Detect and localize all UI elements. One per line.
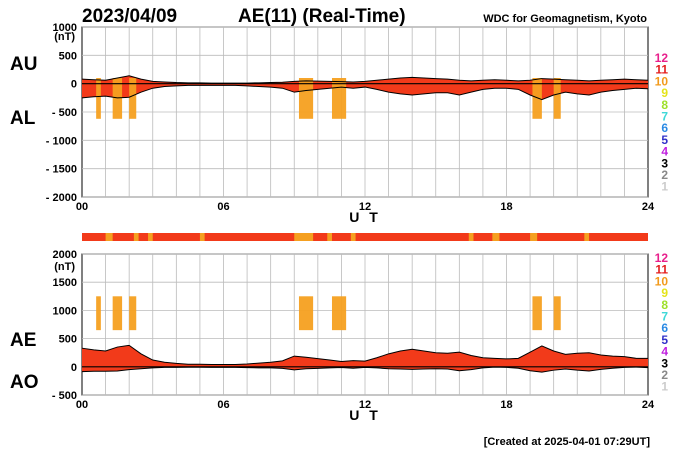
top-y-tick-label: - 2000	[46, 192, 77, 204]
top-station-legend-entry: 7	[661, 110, 668, 124]
top-station-legend-entry: 11	[655, 63, 668, 77]
bottom-station-legend-entry: 3	[661, 356, 668, 370]
top-au-line	[81, 75, 649, 84]
bottom-station-legend-entry: 5	[661, 333, 668, 347]
bottom-x-axis-label: U T	[349, 407, 381, 423]
bottom-y-tick-label: 0	[71, 362, 77, 374]
bottom-ten-station-band	[331, 296, 347, 331]
created-timestamp: [Created at 2025-04-01 07:29UT]	[484, 436, 651, 448]
bottom-station-legend-entry: 4	[661, 345, 668, 359]
top-x-tick-label: 12	[359, 201, 371, 213]
bottom-x-tick-label: 18	[500, 399, 512, 411]
top-envelope-fill	[82, 75, 648, 100]
bottom-station-legend-entry: 7	[661, 310, 668, 324]
bottom-ten-station-band	[96, 296, 101, 331]
bottom-envelope-fill	[82, 345, 648, 373]
station-count-strip-segment	[468, 233, 474, 241]
top-y-tick-label: 500	[59, 50, 77, 62]
top-ten-station-band	[532, 78, 542, 119]
bottom-station-legend-entry: 1	[661, 380, 668, 394]
bottom-station-legend-entry: 9	[661, 286, 668, 300]
station-count-strip-segment	[199, 233, 205, 241]
top-x-tick-label: 00	[76, 201, 88, 213]
station-count-strip-segment	[492, 233, 500, 241]
bottom-x-tick-label: 24	[642, 399, 655, 411]
station-count-strip-segment	[530, 233, 538, 241]
top-station-legend-entry: 5	[661, 133, 668, 147]
top-y-tick-label: 1000	[53, 22, 77, 34]
bottom-station-legend-entry: 10	[655, 274, 669, 288]
top-y-tick-label: 0	[71, 79, 77, 91]
top-ten-station-band	[112, 78, 123, 119]
bottom-ten-station-band	[112, 296, 123, 331]
station-count-strip-segment	[350, 233, 356, 241]
top-y-tick-label: - 500	[52, 107, 77, 119]
top-station-legend-entry: 9	[661, 86, 668, 100]
top-station-legend-entry: 8	[661, 98, 668, 112]
station-count-strip-segment	[105, 233, 113, 241]
top-station-legend-entry: 10	[655, 74, 669, 88]
bottom-y-tick-label: - 500	[52, 390, 77, 402]
bottom-ten-station-band	[532, 296, 542, 331]
top-x-tick-label: 06	[217, 201, 229, 213]
station-count-strip-segment	[327, 233, 332, 241]
top-ten-station-band	[553, 78, 561, 119]
top-x-tick-label: 24	[642, 201, 655, 213]
top-station-legend-entry: 12	[655, 51, 669, 65]
top-ten-station-band	[331, 78, 347, 119]
top-ten-station-band	[129, 78, 137, 119]
bottom-y-tick-label: 500	[59, 334, 77, 346]
station-count-strip-segment	[148, 233, 153, 241]
al-series-label: AL	[10, 108, 36, 129]
bottom-x-tick-label: 12	[359, 399, 371, 411]
top-station-legend-entry: 6	[661, 121, 668, 135]
bottom-x-tick-label: 00	[76, 399, 88, 411]
au-series-label: AU	[10, 54, 37, 75]
top-unit-label: (nT)	[54, 31, 75, 43]
bottom-y-tick-label: 2000	[53, 249, 77, 261]
top-y-tick-label: - 1500	[46, 164, 77, 176]
ao-series-label: AO	[10, 372, 39, 393]
top-station-legend-entry: 2	[661, 168, 668, 182]
bottom-station-legend-entry: 6	[661, 321, 668, 335]
top-ten-station-band	[96, 78, 101, 119]
top-station-legend-entry: 3	[661, 156, 668, 170]
bottom-y-tick-label: 1000	[53, 305, 77, 317]
bottom-station-legend-entry: 2	[661, 368, 668, 382]
bottom-x-tick-label: 06	[217, 399, 229, 411]
plot-title: AE(11) (Real-Time)	[238, 6, 406, 27]
bottom-unit-label: (nT)	[54, 261, 75, 273]
top-ten-station-band	[298, 78, 314, 119]
bottom-y-tick-label: 1500	[53, 277, 77, 289]
ae-series-label: AE	[10, 330, 36, 351]
top-station-legend-entry: 4	[661, 145, 668, 159]
top-x-axis-label: U T	[349, 209, 381, 225]
station-count-strip	[82, 233, 648, 241]
station-count-strip-segment	[584, 233, 590, 241]
station-count-strip-segment	[133, 233, 139, 241]
top-y-tick-label: - 1000	[46, 135, 77, 147]
bottom-ten-station-band	[553, 296, 561, 331]
plot-date: 2023/04/09	[82, 6, 177, 27]
station-count-strip-segment	[294, 233, 314, 241]
bottom-station-legend-entry: 8	[661, 298, 668, 312]
organization-label: WDC for Geomagnetism, Kyoto	[483, 13, 647, 25]
bottom-station-legend-entry: 12	[655, 251, 669, 265]
bottom-ae-line	[81, 344, 648, 366]
top-al-line	[81, 84, 649, 101]
bottom-ten-station-band	[129, 296, 137, 331]
top-x-tick-label: 18	[500, 201, 512, 213]
top-station-legend-entry: 1	[661, 180, 668, 194]
bottom-station-legend-entry: 11	[655, 263, 668, 277]
bottom-ten-station-band	[298, 296, 314, 331]
